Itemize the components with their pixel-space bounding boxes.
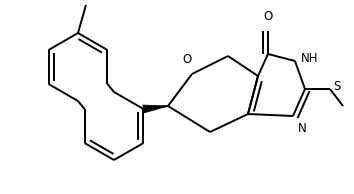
Text: NH: NH <box>301 51 319 64</box>
Text: O: O <box>182 53 192 66</box>
Polygon shape <box>143 105 168 113</box>
Text: S: S <box>333 81 341 94</box>
Text: N: N <box>298 122 307 135</box>
Text: O: O <box>263 10 273 23</box>
